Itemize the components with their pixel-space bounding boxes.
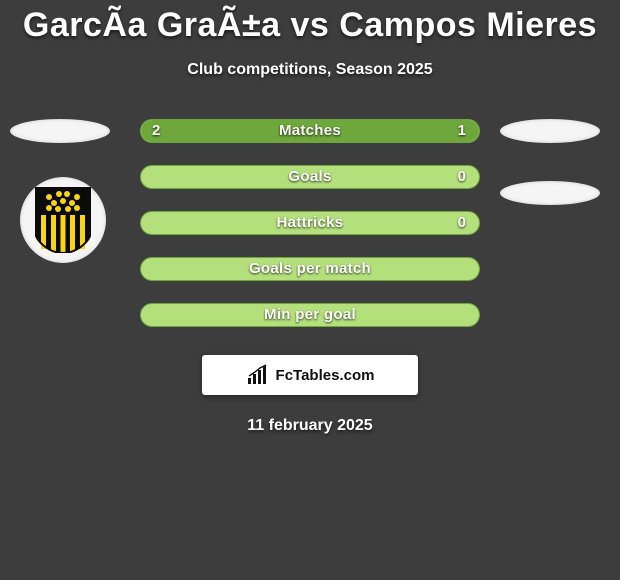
page-subtitle: Club competitions, Season 2025: [0, 61, 620, 79]
stat-bar-min-per-goal: Min per goal: [140, 303, 480, 327]
player-left-avatar-placeholder: [10, 119, 110, 143]
stat-label: Matches: [141, 120, 479, 142]
stat-value-left: 2: [152, 119, 160, 143]
stat-value-right: 0: [458, 165, 466, 189]
stat-row: Min per goal: [0, 303, 620, 349]
bar-chart-icon: [246, 364, 272, 386]
page-title: GarcÃ­a GraÃ±a vs Campos Mieres: [0, 0, 620, 45]
date-text: 11 february 2025: [0, 417, 620, 435]
stat-bar-goals-per-match: Goals per match: [140, 257, 480, 281]
stat-label: Goals: [141, 166, 479, 188]
stat-label: Goals per match: [141, 258, 479, 280]
stat-bar-matches: Matches: [140, 119, 480, 143]
stat-label: Min per goal: [141, 304, 479, 326]
stat-bar-goals: Goals: [140, 165, 480, 189]
stat-row: Goals 0: [0, 165, 620, 211]
stat-bar-hattricks: Hattricks: [140, 211, 480, 235]
stat-value-right: 1: [458, 119, 466, 143]
stat-row: Matches 2 1: [0, 119, 620, 165]
stats-section: Matches 2 1: [0, 119, 620, 349]
stat-label: Hattricks: [141, 212, 479, 234]
attribution-box: FcTables.com: [202, 355, 418, 395]
stat-row: Hattricks 0: [0, 211, 620, 257]
stat-row: Goals per match: [0, 257, 620, 303]
club-crest-right-placeholder: [500, 181, 600, 205]
player-right-avatar-placeholder: [500, 119, 600, 143]
attribution-text: FcTables.com: [276, 367, 375, 384]
stat-value-right: 0: [458, 211, 466, 235]
